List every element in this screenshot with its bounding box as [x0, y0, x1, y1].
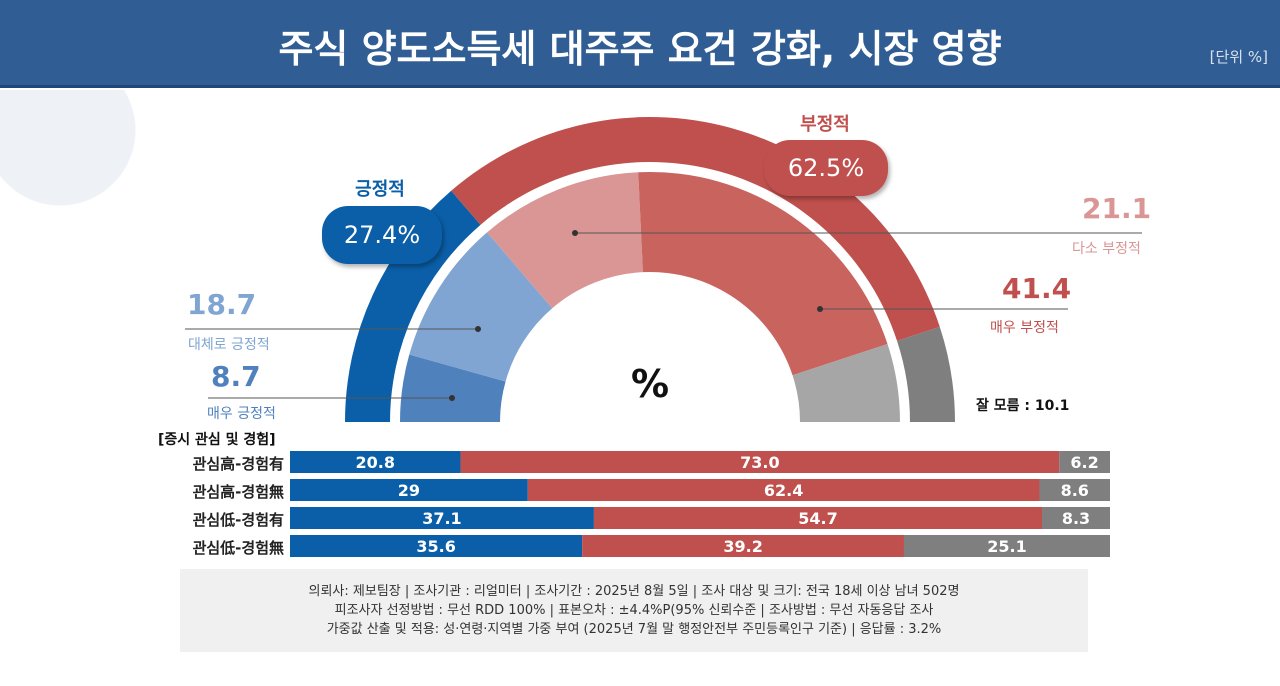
footer-line: 의뢰사: 제보팀장 | 조사기관 : 리얼미터 | 조사기간 : 2025년 8…: [308, 584, 960, 599]
bar-segment: [593, 507, 1043, 529]
somewhat-negative-value: 21.1: [1082, 192, 1152, 225]
bar-value-label: 73.0: [740, 453, 779, 472]
very-negative-value: 41.4: [1002, 272, 1072, 305]
bar-value-label: 37.1: [422, 509, 461, 528]
bar-segment: [290, 451, 461, 473]
outer-segment: [345, 190, 481, 422]
inner-segment: [638, 171, 888, 376]
unknown-label: 잘 모름 : 10.1: [976, 398, 1070, 414]
survey-footer: 의뢰사: 제보팀장 | 조사기관 : 리얼미터 | 조사기간 : 2025년 8…: [180, 569, 1088, 652]
footer-line: 피조사자 선정방법 : 무선 RDD 100% | 표본오차 : ±4.4%P(…: [334, 603, 934, 618]
row-label: 관심低-경험無: [192, 539, 284, 557]
bar-segment: [1042, 507, 1110, 529]
bar-segment: [460, 451, 1060, 473]
bar-value-label: 62.4: [764, 481, 803, 500]
center-percent-label: %: [630, 362, 670, 406]
bar-value-label: 39.2: [723, 537, 762, 556]
inner-segment: [400, 354, 506, 422]
row-label: 관심高-경험無: [192, 483, 284, 501]
row-label: 관심低-경험有: [192, 511, 284, 529]
very-negative-label: 매우 부정적: [990, 320, 1059, 336]
very-positive-label: 매우 긍정적: [207, 406, 276, 422]
leader-dot: [572, 230, 578, 236]
outer-segment: [897, 326, 955, 422]
negative-label: 부정적: [800, 114, 850, 135]
positive-pill: 27.4%: [322, 206, 442, 264]
bar-value-label: 25.1: [987, 537, 1026, 556]
somewhat-positive-label: 대체로 긍정적: [188, 337, 270, 353]
leader-dot: [475, 326, 481, 332]
unit-label: [단위 %]: [1209, 48, 1268, 66]
leader-dot: [449, 395, 455, 401]
leader-dot: [817, 306, 823, 312]
row-label: 관심高-경험有: [192, 455, 284, 473]
bar-segment: [1059, 451, 1110, 473]
footer-line: 가중값 산출 및 적용: 성·연령·지역별 가중 부여 (2025년 7월 말 …: [326, 622, 942, 637]
bar-value-label: 54.7: [798, 509, 837, 528]
bar-value-label: 20.8: [356, 453, 395, 472]
bar-value-label: 35.6: [416, 537, 455, 556]
bar-value-label: 8.3: [1062, 509, 1090, 528]
inner-segment: [792, 343, 900, 422]
very-positive-value: 8.7: [211, 360, 261, 393]
bar-segment: [903, 535, 1110, 557]
bar-section-title: [증시 관심 및 경험]: [158, 432, 276, 448]
inner-segment: [409, 232, 553, 382]
bar-segment: [1039, 479, 1110, 501]
bar-segment: [290, 479, 528, 501]
negative-pill: 62.5%: [764, 140, 888, 196]
title-bar: 주식 양도소득세 대주주 요건 강화, 시장 영향 [단위 %]: [0, 0, 1280, 88]
bar-value-label: 29: [398, 481, 420, 500]
somewhat-negative-label: 다소 부정적: [1072, 241, 1141, 257]
bar-value-label: 8.6: [1061, 481, 1089, 500]
page-title: 주식 양도소득세 대주주 요건 강화, 시장 영향: [278, 27, 1002, 71]
inner-segment: [487, 172, 643, 309]
bar-segment: [527, 479, 1040, 501]
bar-segment: [290, 507, 594, 529]
bar-segment: [290, 535, 583, 557]
bar-value-label: 6.2: [1070, 453, 1098, 472]
bar-segment: [582, 535, 904, 557]
background-decoration: [0, 90, 260, 330]
positive-label: 긍정적: [355, 179, 405, 200]
somewhat-positive-value: 18.7: [187, 288, 257, 321]
